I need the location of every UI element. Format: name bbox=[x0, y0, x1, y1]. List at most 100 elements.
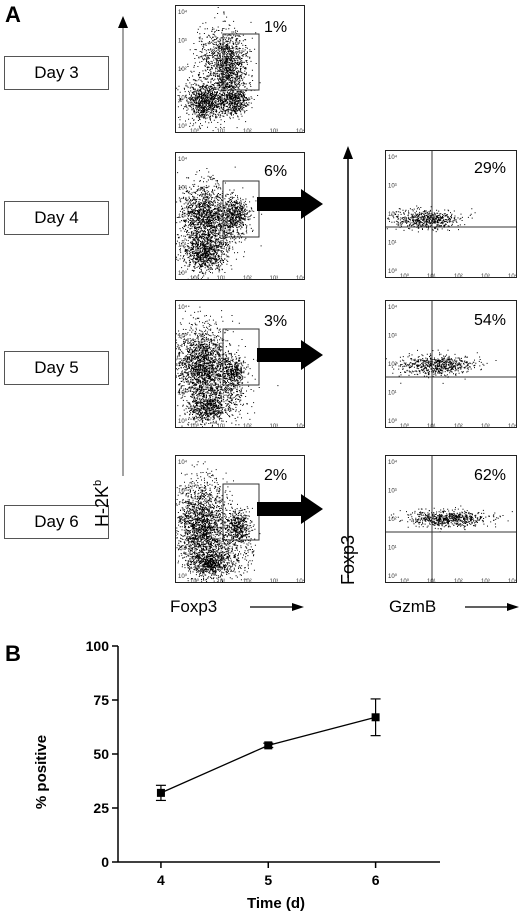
data-point bbox=[371, 713, 380, 722]
plot-x-tick-label: 10⁰ bbox=[190, 128, 200, 133]
quadrant-percent-day6: 62% bbox=[474, 467, 507, 484]
plot-y-tick-label: 10¹ bbox=[178, 243, 187, 249]
plot-x-tick-label: 10² bbox=[243, 424, 252, 428]
plot-x-tick-label: 10⁴ bbox=[508, 578, 517, 583]
day-label-box-4: Day 4 bbox=[4, 201, 109, 235]
dot-cluster bbox=[176, 222, 245, 279]
plot-y-tick-label: 10⁰ bbox=[388, 418, 398, 425]
line-chart: 0 25 50 75 100 4 5 6 Time (d) % positive bbox=[33, 640, 440, 912]
dot-cluster bbox=[181, 547, 240, 582]
plot-x-tick-label: 10⁰ bbox=[190, 578, 200, 583]
flow-plot-day6-right: 10⁰ 10⁰ 10¹ 10¹ 10² 10² 10³ 10³ 10⁴ 10⁴ bbox=[385, 455, 517, 583]
plot-x-tick-label: 10⁴ bbox=[296, 128, 305, 133]
quadrant-percent-day4: 29% bbox=[474, 160, 507, 177]
gzmb-x-axis-arrow bbox=[465, 603, 519, 611]
gzmb-x-axis-label: GzmB bbox=[389, 597, 437, 616]
dot-cluster bbox=[190, 7, 261, 128]
plot-x-tick-label: 10⁴ bbox=[508, 423, 517, 428]
plot-x-tick-label: 10² bbox=[454, 274, 463, 278]
x-tick-label: 6 bbox=[372, 872, 380, 888]
y-tick-label: 100 bbox=[86, 640, 110, 654]
plot-y-tick-label: 10⁰ bbox=[178, 418, 188, 425]
dot-cluster bbox=[386, 349, 497, 384]
plot-x-tick-label: 10³ bbox=[481, 424, 490, 428]
day-label-box-6: Day 6 bbox=[4, 505, 109, 539]
plot-y-tick-label: 10⁴ bbox=[388, 154, 398, 161]
plot-x-tick-label: 10¹ bbox=[427, 579, 436, 583]
plot-y-tick-label: 10² bbox=[178, 67, 187, 73]
gate-percent-day5: 3% bbox=[264, 313, 288, 330]
chart-marks bbox=[155, 698, 381, 802]
foxp3-y-axis-arrow bbox=[343, 146, 353, 578]
foxp3-x-axis-arrow bbox=[250, 603, 304, 611]
dot-cluster bbox=[386, 205, 476, 233]
arrow-day6 bbox=[257, 494, 323, 524]
plot-x-tick-label: 10⁴ bbox=[296, 578, 305, 583]
dot-cluster bbox=[390, 505, 513, 533]
plot-x-tick-label: 10³ bbox=[270, 424, 279, 428]
series-line bbox=[160, 716, 376, 794]
plot-y-tick-label: 10¹ bbox=[178, 391, 187, 397]
data-point bbox=[156, 788, 165, 797]
foxp3-x-axis-label: Foxp3 bbox=[170, 597, 218, 616]
quadrant-percent-day5: 54% bbox=[474, 312, 507, 329]
plot-x-tick-label: 10⁴ bbox=[508, 273, 517, 278]
plot-x-tick-label: 10¹ bbox=[217, 276, 226, 280]
plot-y-tick-label: 10² bbox=[178, 517, 187, 523]
dot-cluster bbox=[176, 166, 257, 269]
dot-cluster bbox=[176, 70, 235, 132]
plot-x-tick-label: 10³ bbox=[270, 579, 279, 583]
plot-y-tick-label: 10³ bbox=[388, 184, 397, 190]
plot-x-tick-label: 10² bbox=[243, 129, 252, 133]
h2kb-axis-text: H-2K bbox=[92, 485, 112, 527]
plot-x-tick-label: 10⁴ bbox=[296, 423, 305, 428]
gate-percent-day6: 2% bbox=[264, 467, 288, 484]
plot-x-tick-label: 10³ bbox=[481, 274, 490, 278]
plot-x-tick-label: 10¹ bbox=[217, 424, 226, 428]
plot-x-tick-label: 10¹ bbox=[217, 129, 226, 133]
dot-cluster bbox=[214, 189, 263, 241]
gate-rectangle bbox=[222, 328, 260, 386]
plot-y-tick-label: 10⁰ bbox=[178, 270, 188, 277]
h2kb-axis-sup: b bbox=[92, 479, 104, 486]
plot-x-tick-label: 10¹ bbox=[427, 274, 436, 278]
flow-plot-day4-left: 10⁰ 10⁰ 10¹ 10¹ 10² 10² 10³ 10³ 10⁴ 10⁴ bbox=[175, 152, 305, 280]
plot-x-tick-label: 10⁰ bbox=[400, 423, 410, 428]
plot-y-tick-label: 10⁴ bbox=[178, 304, 188, 311]
day-label-box-5: Day 5 bbox=[4, 351, 109, 385]
plot-y-tick-label: 10⁴ bbox=[178, 156, 188, 163]
x-tick-label: 5 bbox=[264, 872, 272, 888]
plot-x-tick-label: 10² bbox=[454, 424, 463, 428]
plot-x-tick-label: 10² bbox=[243, 579, 252, 583]
plot-y-tick-label: 10⁴ bbox=[178, 459, 188, 466]
flow-plot-day4-right: 10⁰ 10⁰ 10¹ 10¹ 10² 10² 10³ 10³ 10⁴ 10⁴ bbox=[385, 150, 517, 278]
chart-y-axis-title: % positive bbox=[33, 735, 50, 809]
plot-x-tick-label: 10³ bbox=[481, 579, 490, 583]
plot-y-tick-label: 10⁴ bbox=[388, 459, 398, 466]
dot-cluster bbox=[216, 81, 259, 129]
plot-x-tick-label: 10² bbox=[243, 276, 252, 280]
panel-b-label: B bbox=[5, 641, 21, 666]
data-point bbox=[264, 741, 273, 750]
plot-y-tick-label: 10² bbox=[388, 362, 397, 368]
plot-y-tick-label: 10³ bbox=[178, 186, 187, 192]
panel-a-label: A bbox=[5, 2, 21, 27]
plot-y-tick-label: 10² bbox=[178, 214, 187, 220]
plot-x-tick-label: 10⁰ bbox=[190, 275, 200, 280]
chart-x-axis-title: Time (d) bbox=[247, 895, 305, 912]
plot-y-tick-label: 10⁴ bbox=[388, 304, 398, 311]
dot-cluster bbox=[176, 461, 250, 582]
plot-y-tick-label: 10¹ bbox=[388, 391, 397, 397]
plot-x-tick-label: 10¹ bbox=[427, 424, 436, 428]
plot-y-tick-label: 10³ bbox=[178, 334, 187, 340]
arrow-day4 bbox=[257, 189, 323, 219]
plot-y-tick-label: 10⁰ bbox=[388, 573, 398, 580]
plot-y-tick-label: 10³ bbox=[178, 489, 187, 495]
day-label-box-3: Day 3 bbox=[4, 56, 109, 90]
dot-cluster bbox=[183, 196, 262, 263]
y-tick-label: 75 bbox=[93, 692, 109, 708]
